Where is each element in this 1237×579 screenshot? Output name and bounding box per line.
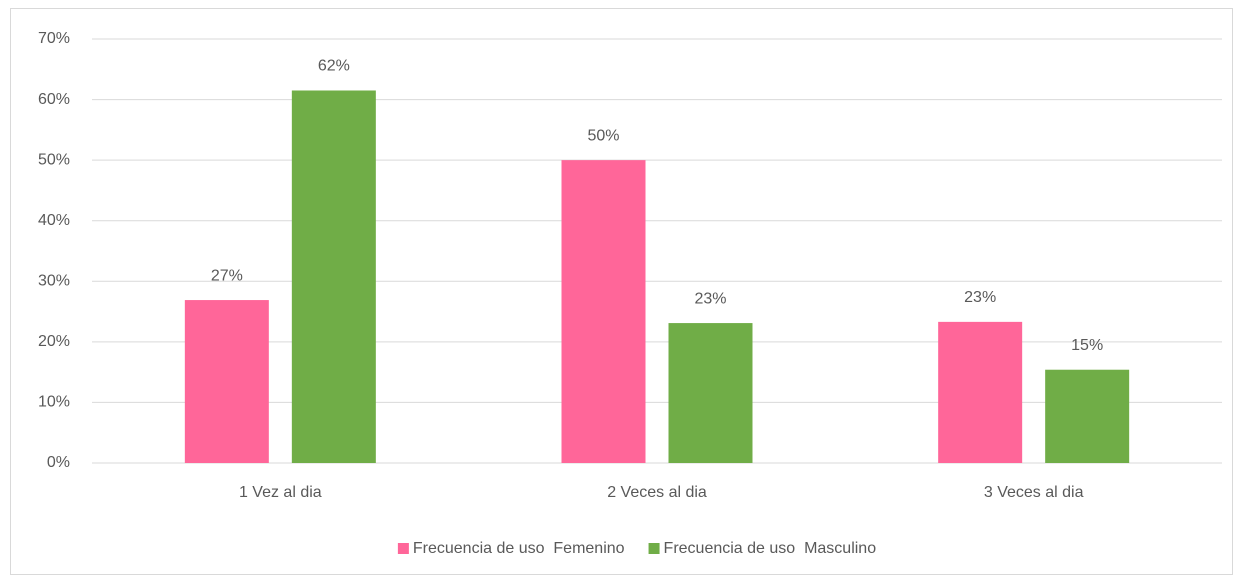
legend-swatch <box>648 543 660 554</box>
bar <box>668 323 753 463</box>
data-label: 23% <box>964 289 996 306</box>
legend-label: Frecuencia de uso Femenino <box>413 540 625 557</box>
bar <box>938 321 1023 463</box>
x-tick-label: 1 Vez al dia <box>239 484 322 501</box>
x-tick-label: 2 Veces al dia <box>607 484 707 501</box>
data-label: 50% <box>587 127 619 144</box>
y-tick-label: 20% <box>38 333 70 350</box>
y-tick-label: 40% <box>38 212 70 229</box>
bar <box>1045 369 1130 463</box>
y-tick-label: 0% <box>47 454 70 471</box>
bar <box>561 160 646 463</box>
legend-label: Frecuencia de uso Masculino <box>664 540 877 557</box>
y-tick-label: 30% <box>38 273 70 290</box>
x-tick-label: 3 Veces al dia <box>984 484 1084 501</box>
data-label: 62% <box>318 58 350 75</box>
y-tick-label: 70% <box>38 30 70 47</box>
data-label: 23% <box>694 290 726 307</box>
data-label: 27% <box>211 267 243 284</box>
legend-swatch <box>397 543 409 554</box>
y-tick-label: 60% <box>38 91 70 108</box>
bar <box>291 90 376 463</box>
y-tick-label: 50% <box>38 151 70 168</box>
y-tick-label: 10% <box>38 394 70 411</box>
data-label: 15% <box>1071 337 1103 354</box>
bar <box>184 300 269 463</box>
